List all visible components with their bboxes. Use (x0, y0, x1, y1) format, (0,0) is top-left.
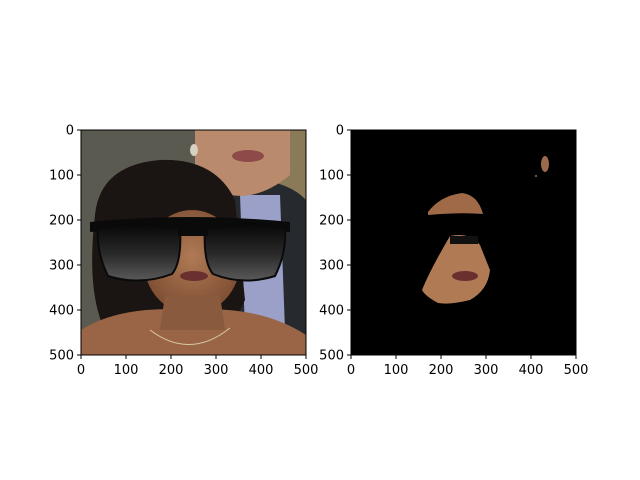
right-y-tick-label: 400 (319, 304, 344, 319)
left-y-tick-label: 0 (66, 124, 74, 139)
left-y-tick-label: 500 (49, 349, 74, 364)
right-x-tick-label: 300 (474, 363, 499, 378)
right-x-tick-label: 500 (564, 363, 589, 378)
right-x-tick-label: 0 (347, 363, 355, 378)
right-y-tick-label: 200 (319, 214, 344, 229)
right-image (351, 130, 576, 355)
left-y-tick-label: 400 (49, 304, 74, 319)
right-x-tick-label: 200 (429, 363, 454, 378)
right-axes-frame (350, 129, 577, 356)
left-x-tick-label: 300 (204, 363, 229, 378)
right-y-tick-label: 500 (319, 349, 344, 364)
left-y-tick-label: 200 (49, 214, 74, 229)
right-x-tick-label: 100 (384, 363, 409, 378)
left-image (81, 130, 306, 355)
left-x-tick-label: 500 (294, 363, 319, 378)
left-x-tick-label: 100 (114, 363, 139, 378)
left-x-tick-label: 200 (159, 363, 184, 378)
left-y-tick-label: 300 (49, 259, 74, 274)
left-x-tick-label: 0 (77, 363, 85, 378)
right-y-tick-label: 300 (319, 259, 344, 274)
left-x-tick-label: 400 (249, 363, 274, 378)
left-y-tick-label: 100 (49, 169, 74, 184)
right-x-tick-label: 400 (519, 363, 544, 378)
right-y-tick-label: 0 (336, 124, 344, 139)
right-y-tick-label: 100 (319, 169, 344, 184)
left-axes-frame (80, 129, 307, 356)
